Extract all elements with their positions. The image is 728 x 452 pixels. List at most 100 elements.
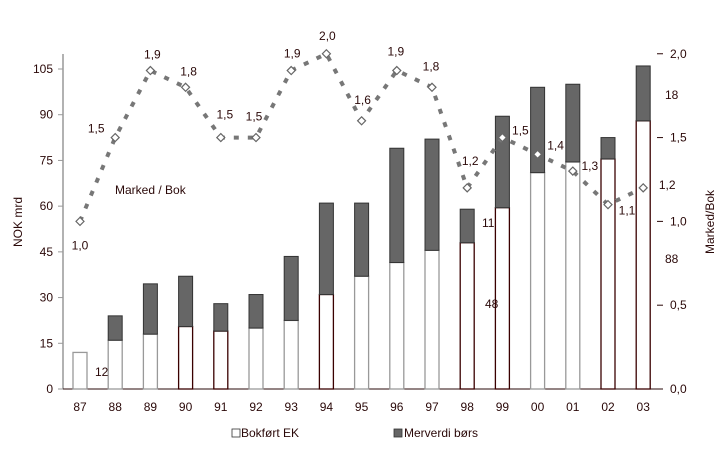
ratio-label-02: 1,1 <box>619 204 636 218</box>
bar-bokfort-92 <box>248 327 264 390</box>
axes: 0 15 30 45 60 75 90 105 0,0 0,5 1,0 1,5 2,0 87 88 89 90 9… <box>33 47 687 414</box>
x-tick-label: 89 <box>144 400 158 414</box>
x-tick-label: 98 <box>461 400 475 414</box>
ratio-label-87: 1,0 <box>72 238 89 252</box>
bar-bokfort-03 <box>635 120 651 390</box>
x-tick-label: 88 <box>109 400 123 414</box>
bar-bokfort-88 <box>107 339 123 390</box>
x-tick-label: 92 <box>249 400 263 414</box>
ratio-label-98: 1,2 <box>462 154 479 168</box>
y-right-tick-label: 0,0 <box>670 382 687 396</box>
ratio-marker-01 <box>567 166 578 176</box>
bar-merverdi-02 <box>600 137 616 160</box>
ratio-marker-03 <box>638 183 649 193</box>
ratio-label-95: 1,6 <box>354 93 371 107</box>
y-tick-label: 105 <box>33 62 53 76</box>
bar-bokfort-02 <box>600 158 616 390</box>
bar-merverdi-01 <box>565 83 581 163</box>
ratio-marker-91 <box>215 132 226 143</box>
y-right-tick-label: 1,0 <box>670 214 687 228</box>
y-tick-label: 30 <box>40 291 54 305</box>
line-annotation: Marked / Bok <box>115 183 187 197</box>
x-tick-label: 94 <box>320 400 334 414</box>
legend-label-bokfort: Bokført EK <box>241 426 299 440</box>
ratio-marker-96 <box>391 65 402 76</box>
bar-merverdi-03 <box>635 65 651 122</box>
ratio-marker-87 <box>75 216 85 227</box>
x-tick-label: 02 <box>601 400 615 414</box>
bar-bokfort-98 <box>459 242 475 390</box>
bar-merverdi-94 <box>318 202 334 296</box>
y-tick-label: 0 <box>46 382 53 396</box>
bar-merverdi-95 <box>354 202 370 277</box>
x-tick-label: 99 <box>496 400 510 414</box>
y-axis-right-title: Marked/Bok <box>703 189 717 254</box>
legend-label-merverdi: Merverdi børs <box>404 426 478 440</box>
y-tick-label: 90 <box>40 108 54 122</box>
legend-swatch-merverdi <box>393 428 403 438</box>
bar-bokfort-91 <box>213 330 229 390</box>
ratio-label-91: 1,5 <box>216 108 233 122</box>
bar-bokfort-96 <box>389 261 405 390</box>
y-tick-label: 60 <box>40 199 54 213</box>
bar-data-label-03: 88 <box>665 252 679 266</box>
bar-bokfort-93 <box>283 319 299 390</box>
ratio-label-89: 1,9 <box>144 48 161 62</box>
ratio-label-90: 1,8 <box>180 64 197 78</box>
bar-merverdi-97 <box>424 138 440 251</box>
x-tick-label: 93 <box>285 400 299 414</box>
bar-bokfort-97 <box>424 249 440 390</box>
bar-bokfort-95 <box>353 275 370 390</box>
ratio-label-99: 1,5 <box>512 124 529 138</box>
x-tick-label: 97 <box>425 400 439 414</box>
bar-bokfort-87 <box>72 351 88 390</box>
bar-data-label-03: 18 <box>665 88 679 102</box>
y-right-tick-label: 1,5 <box>670 131 687 145</box>
ratio-label-93: 1,9 <box>284 47 301 61</box>
x-tick-label: 96 <box>390 400 404 414</box>
bar-merverdi-00 <box>530 86 546 174</box>
x-tick-label: 95 <box>355 400 369 414</box>
y-right-tick-label: 2,0 <box>670 47 687 61</box>
ratio-label-03: 1,2 <box>659 178 676 192</box>
bar-data-label-87: 12 <box>95 365 109 379</box>
ratio-label-88: 1,5 <box>88 122 105 136</box>
bar-bokfort-90 <box>177 325 194 390</box>
x-tick-label: 03 <box>637 400 651 414</box>
ratio-line <box>75 48 649 227</box>
bar-merverdi-99 <box>494 115 510 209</box>
x-tick-label: 00 <box>531 400 545 414</box>
labels: 1,0 1,5 1,9 1,8 1,5 1,5 1,9 2,0 1,6 1,9 1,8 1,2 1,5 1… <box>72 29 679 379</box>
ratio-label-01: 1,3 <box>581 159 598 173</box>
bar-merverdi-91 <box>213 303 229 332</box>
ratio-label-96: 1,9 <box>387 45 404 59</box>
y-tick-label: 75 <box>40 153 54 167</box>
ratio-marker-94 <box>321 48 332 59</box>
bar-bokfort-89 <box>142 333 159 390</box>
y-axis-title: NOK mrd <box>11 197 25 247</box>
y-right-tick-label: 0,5 <box>670 298 687 312</box>
ratio-marker-89 <box>145 65 156 76</box>
bar-data-label-98: 11 <box>482 216 495 230</box>
bar-merverdi-89 <box>142 283 158 335</box>
bars <box>72 65 651 390</box>
ratio-marker-99 <box>497 132 508 143</box>
bar-merverdi-93 <box>283 255 299 321</box>
ratio-label-00: 1,4 <box>547 138 564 152</box>
bar-bokfort-01 <box>565 161 581 390</box>
legend: Bokført EK Merverdi børs <box>231 426 478 440</box>
ratio-marker-95 <box>356 115 367 126</box>
bar-merverdi-96 <box>389 147 405 264</box>
x-tick-label: 01 <box>566 400 580 414</box>
ratio-marker-90 <box>180 82 191 93</box>
y-tick-label: 45 <box>40 245 54 259</box>
bar-bokfort-00 <box>529 171 546 390</box>
bar-merverdi-98 <box>459 208 475 244</box>
x-tick-label: 90 <box>179 400 193 414</box>
ratio-marker-97 <box>427 82 437 93</box>
ratio-marker-98 <box>462 183 473 193</box>
bar-merverdi-90 <box>178 275 194 328</box>
ratio-marker-92 <box>251 132 261 143</box>
ratio-marker-02 <box>603 199 613 210</box>
